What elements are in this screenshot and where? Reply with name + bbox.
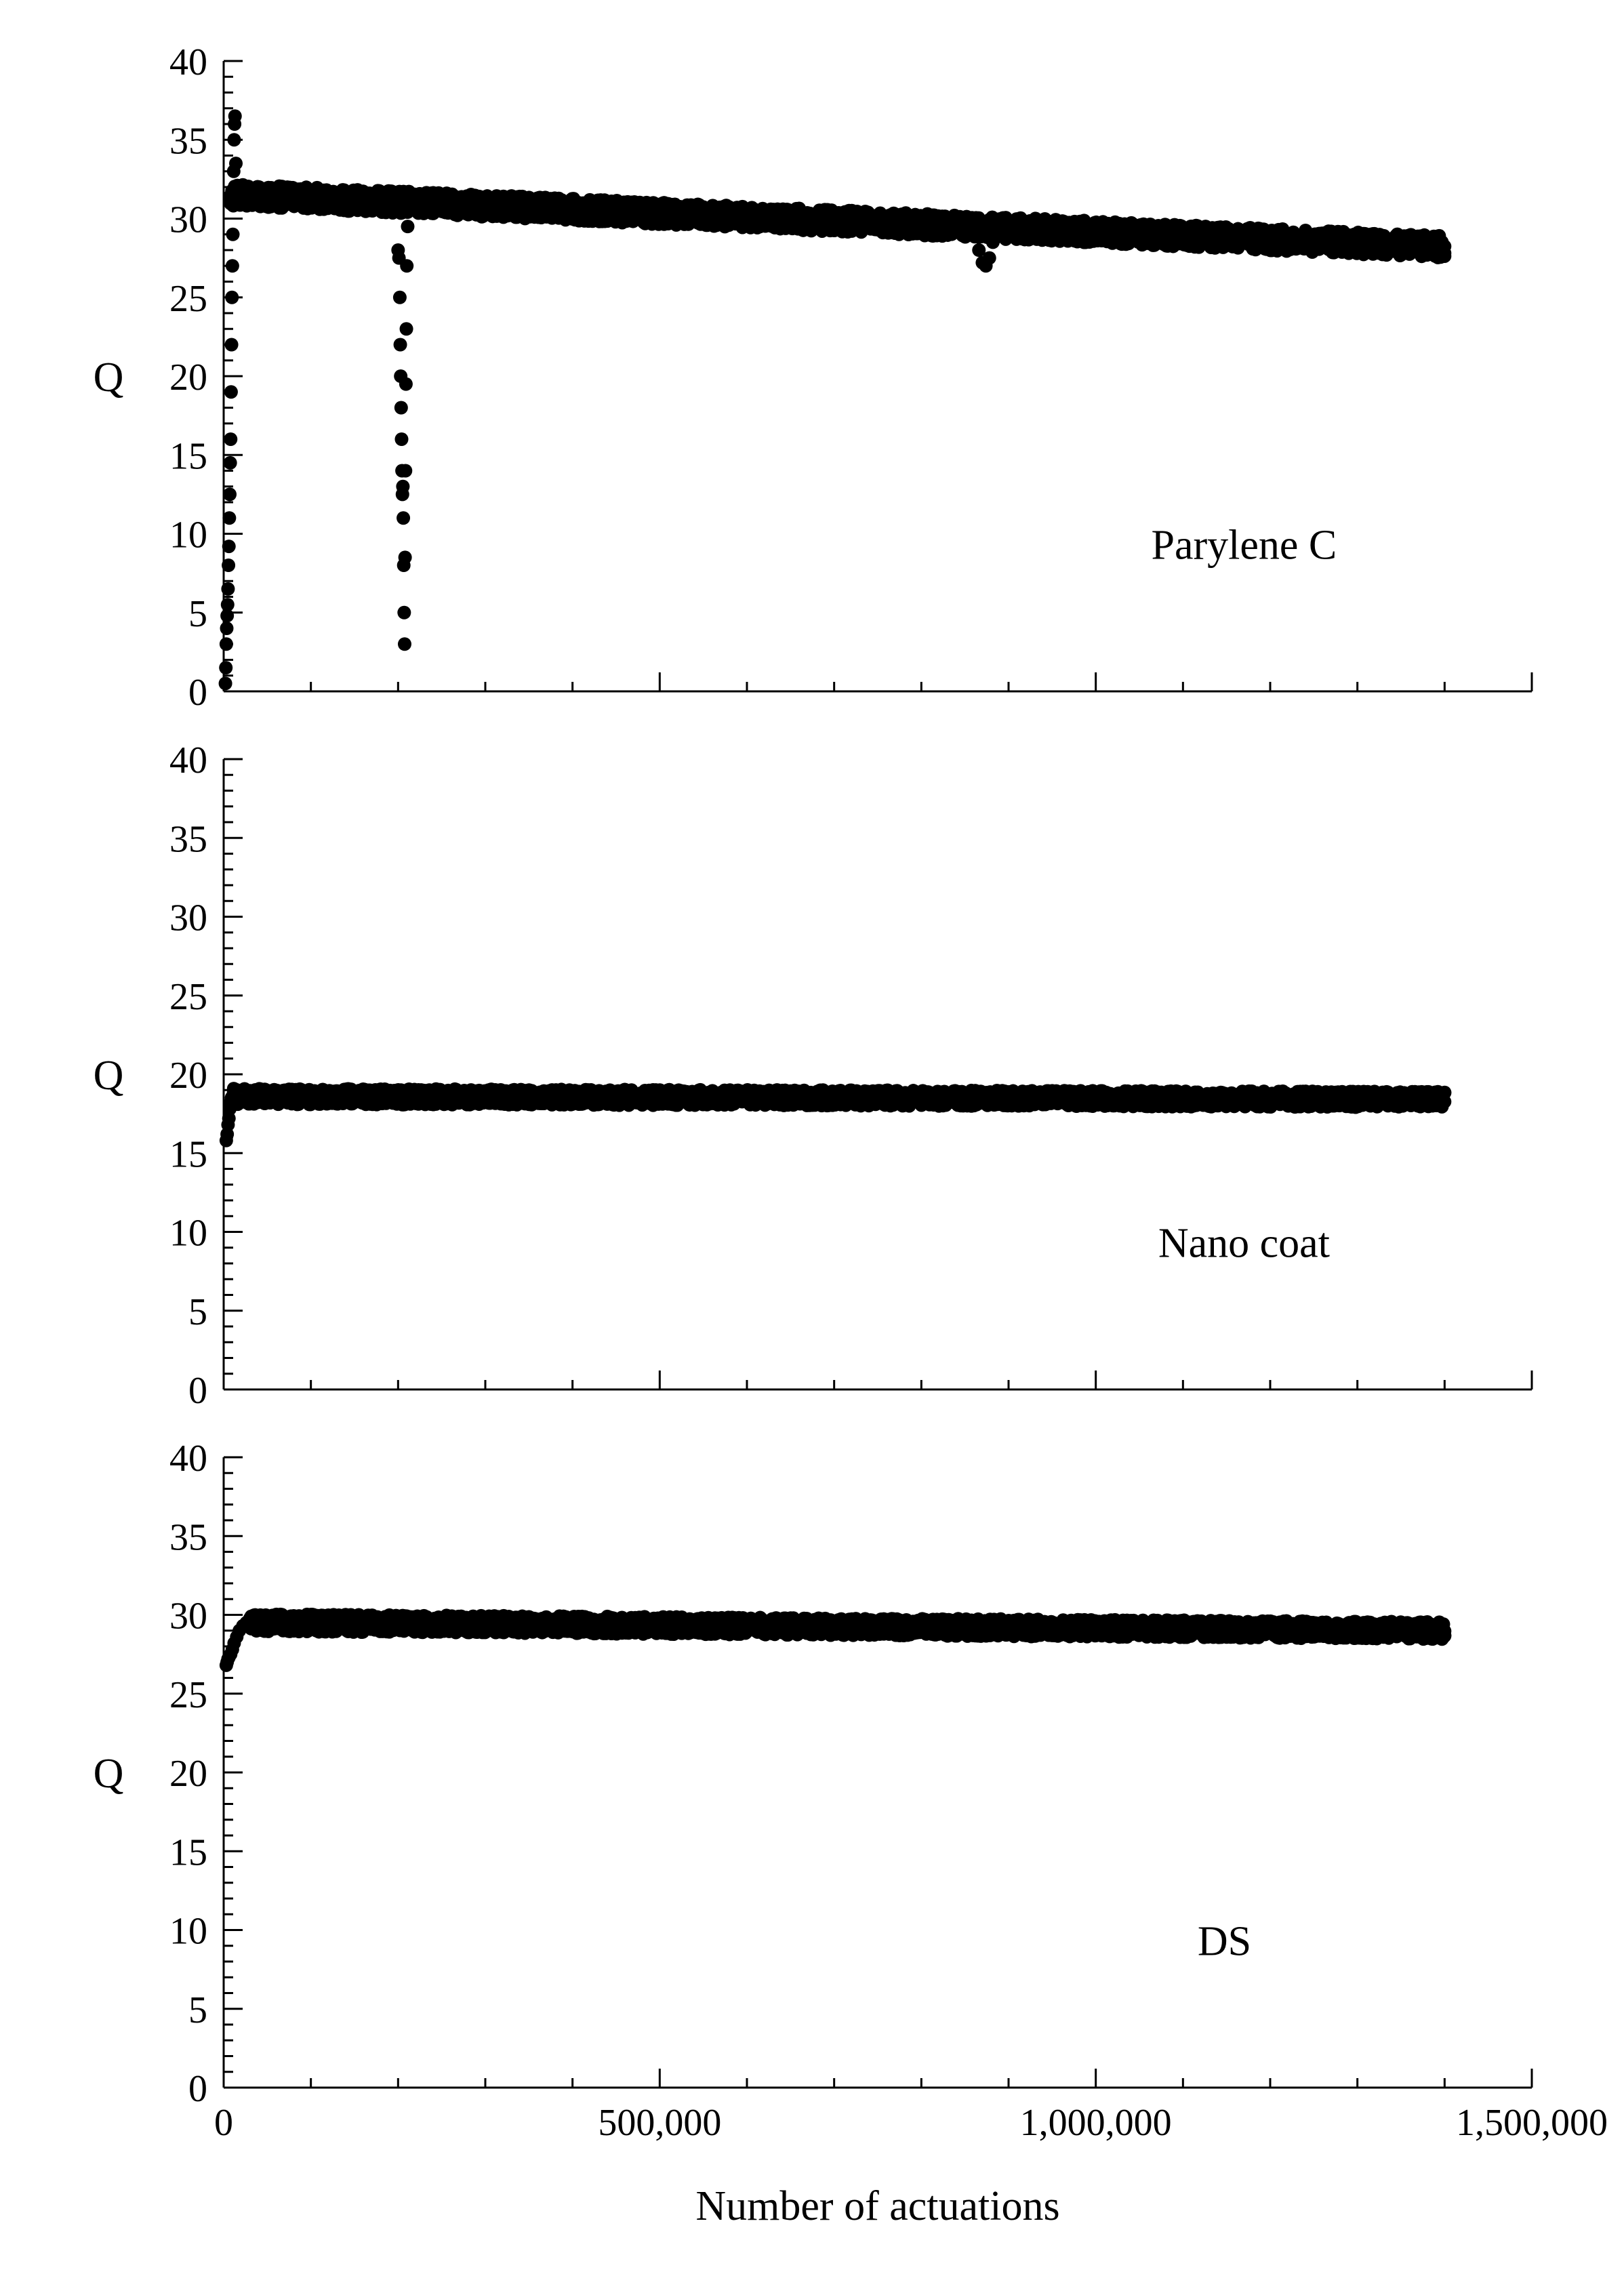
y-tick-label: 15: [169, 1831, 207, 1873]
y-tick-label: 0: [188, 672, 207, 714]
y-tick-label: 40: [169, 41, 207, 83]
y-tick-label: 15: [169, 435, 207, 477]
y-axis-label: Q: [94, 1751, 124, 1797]
y-tick-label: 30: [169, 897, 207, 939]
y-tick-label: 20: [169, 357, 207, 399]
panel-label-parylene: Parylene C: [1152, 523, 1337, 569]
y-tick-label: 20: [169, 1055, 207, 1097]
panel-ds: 0 5 10 15 20 25 30 35 40 0 500,000 1,000,000 1,500,0…: [94, 1438, 1608, 2144]
figure-svg: 0 5 10 15 20 25 30 35 40 Q Parylene C 0 5 10 15 20 25 30 3…: [0, 0, 1624, 2274]
y-axis-label: Q: [94, 1053, 124, 1099]
x-tick-label: 1,500,000: [1456, 2102, 1608, 2144]
y-tick-label: 25: [169, 976, 207, 1018]
panel-label-ds: DS: [1198, 1919, 1251, 1965]
y-tick-label: 25: [169, 278, 207, 320]
scatter-ds: [220, 1608, 1451, 1672]
x-axis-label: Number of actuations: [695, 2183, 1059, 2229]
y-axis-label: Q: [94, 354, 124, 401]
y-tick-label: 5: [188, 593, 207, 635]
y-tick-label: 10: [169, 514, 207, 556]
y-tick-label: 25: [169, 1674, 207, 1716]
x-tick-label: 500,000: [598, 2102, 721, 2144]
panel-label-nanocoat: Nano coat: [1158, 1221, 1330, 1267]
y-tick-label: 5: [188, 1291, 207, 1333]
y-tick-label: 10: [169, 1911, 207, 1953]
y-tick-label: 0: [188, 1370, 207, 1412]
y-tick-label: 0: [188, 2068, 207, 2110]
y-tick-label: 30: [169, 1596, 207, 1638]
figure-container: 0 5 10 15 20 25 30 35 40 Q Parylene C 0 5 10 15 20 25 30 3…: [0, 0, 1624, 2274]
y-tick-label: 40: [169, 1438, 207, 1480]
x-tick-label: 0: [214, 2102, 233, 2144]
y-tick-label: 15: [169, 1133, 207, 1175]
y-tick-label: 35: [169, 818, 207, 860]
scatter-nanocoat: [220, 1082, 1451, 1148]
y-tick-label: 5: [188, 1989, 207, 2031]
scatter-parylene: [219, 109, 1452, 690]
y-tick-label: 10: [169, 1213, 207, 1255]
y-tick-label: 35: [169, 1516, 207, 1558]
panel-nanocoat: 0 5 10 15 20 25 30 35 40 Q Nano coat: [94, 739, 1532, 1412]
panel-parylene: 0 5 10 15 20 25 30 35 40 Q Parylene C: [94, 41, 1532, 714]
x-tick-label: 1,000,000: [1020, 2102, 1172, 2144]
y-tick-label: 30: [169, 199, 207, 241]
y-tick-label: 20: [169, 1753, 207, 1795]
y-tick-label: 35: [169, 120, 207, 162]
y-tick-label: 40: [169, 739, 207, 781]
